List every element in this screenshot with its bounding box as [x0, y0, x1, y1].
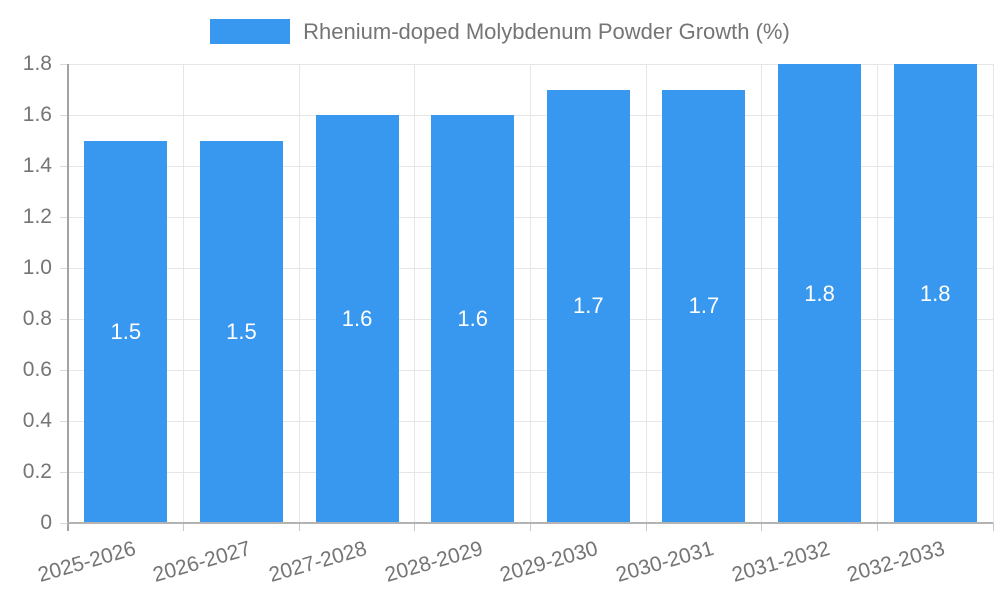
x-gridline	[414, 64, 416, 523]
y-axis-tick	[60, 114, 68, 116]
x-axis-tick	[183, 523, 185, 531]
x-gridline	[645, 64, 647, 523]
x-gridline	[298, 64, 300, 523]
y-axis-tick-label: 0.6	[22, 358, 52, 381]
y-axis-tick	[60, 318, 68, 320]
bar-value-label: 1.6	[457, 306, 488, 331]
bar[interactable]: 1.8	[893, 64, 977, 523]
y-axis-tick	[60, 63, 68, 65]
legend-item[interactable]: Rhenium-doped Molybdenum Powder Growth (…	[210, 19, 790, 44]
bar-value-label: 1.7	[573, 293, 604, 319]
bar[interactable]: 1.6	[431, 115, 515, 523]
y-axis-tick-label: 1.0	[22, 256, 52, 279]
y-axis-tick	[60, 267, 68, 269]
x-gridline	[876, 64, 878, 523]
y-axis-line	[67, 64, 69, 531]
legend: Rhenium-doped Molybdenum Powder Growth (…	[0, 19, 1000, 44]
x-gridline	[530, 64, 531, 523]
bar-value-label: 1.5	[110, 318, 142, 344]
x-gridline	[183, 64, 185, 523]
bar[interactable]: 1.7	[662, 89, 746, 523]
y-axis-tick	[60, 165, 68, 167]
x-axis-tick	[298, 523, 300, 531]
y-axis-tick	[60, 471, 68, 473]
y-axis-tick-label: 0.8	[22, 307, 52, 330]
y-axis-tick	[60, 420, 68, 422]
x-gridline	[761, 64, 763, 523]
bar-value-label: 1.6	[341, 306, 373, 331]
x-axis-tick	[876, 523, 878, 531]
x-axis-line	[67, 522, 993, 524]
y-axis-tick	[60, 216, 68, 218]
bar[interactable]: 1.7	[546, 89, 630, 523]
bar-value-label: 1.8	[919, 280, 951, 306]
y-axis-tick-label: 0	[40, 511, 52, 534]
y-axis-tick-label: 1.2	[22, 205, 52, 228]
bar-value-label: 1.8	[804, 280, 835, 306]
y-axis-tick-label: 1.4	[22, 154, 52, 177]
y-axis-tick-label: 1.6	[22, 103, 52, 126]
bar[interactable]: 1.6	[315, 115, 399, 523]
bar[interactable]: 1.8	[778, 64, 862, 523]
bar[interactable]: 1.5	[84, 140, 168, 523]
legend-label: Rhenium-doped Molybdenum Powder Growth (…	[303, 19, 790, 44]
y-axis-tick	[60, 369, 68, 371]
y-axis-tick-label: 1.8	[22, 52, 52, 75]
x-axis-tick	[530, 523, 531, 531]
x-axis-tick	[992, 523, 994, 531]
y-axis-tick-label: 0.2	[22, 460, 52, 483]
y-axis-tick	[60, 522, 68, 524]
bar-value-label: 1.7	[688, 293, 720, 319]
x-axis-tick	[761, 523, 763, 531]
y-axis-tick-label: 0.4	[22, 409, 52, 432]
legend-swatch	[210, 19, 291, 44]
bar-value-label: 1.5	[226, 318, 257, 344]
x-axis-tick	[645, 523, 647, 531]
x-gridline	[992, 64, 994, 523]
x-axis-tick	[414, 523, 416, 531]
bar[interactable]: 1.5	[199, 140, 283, 523]
